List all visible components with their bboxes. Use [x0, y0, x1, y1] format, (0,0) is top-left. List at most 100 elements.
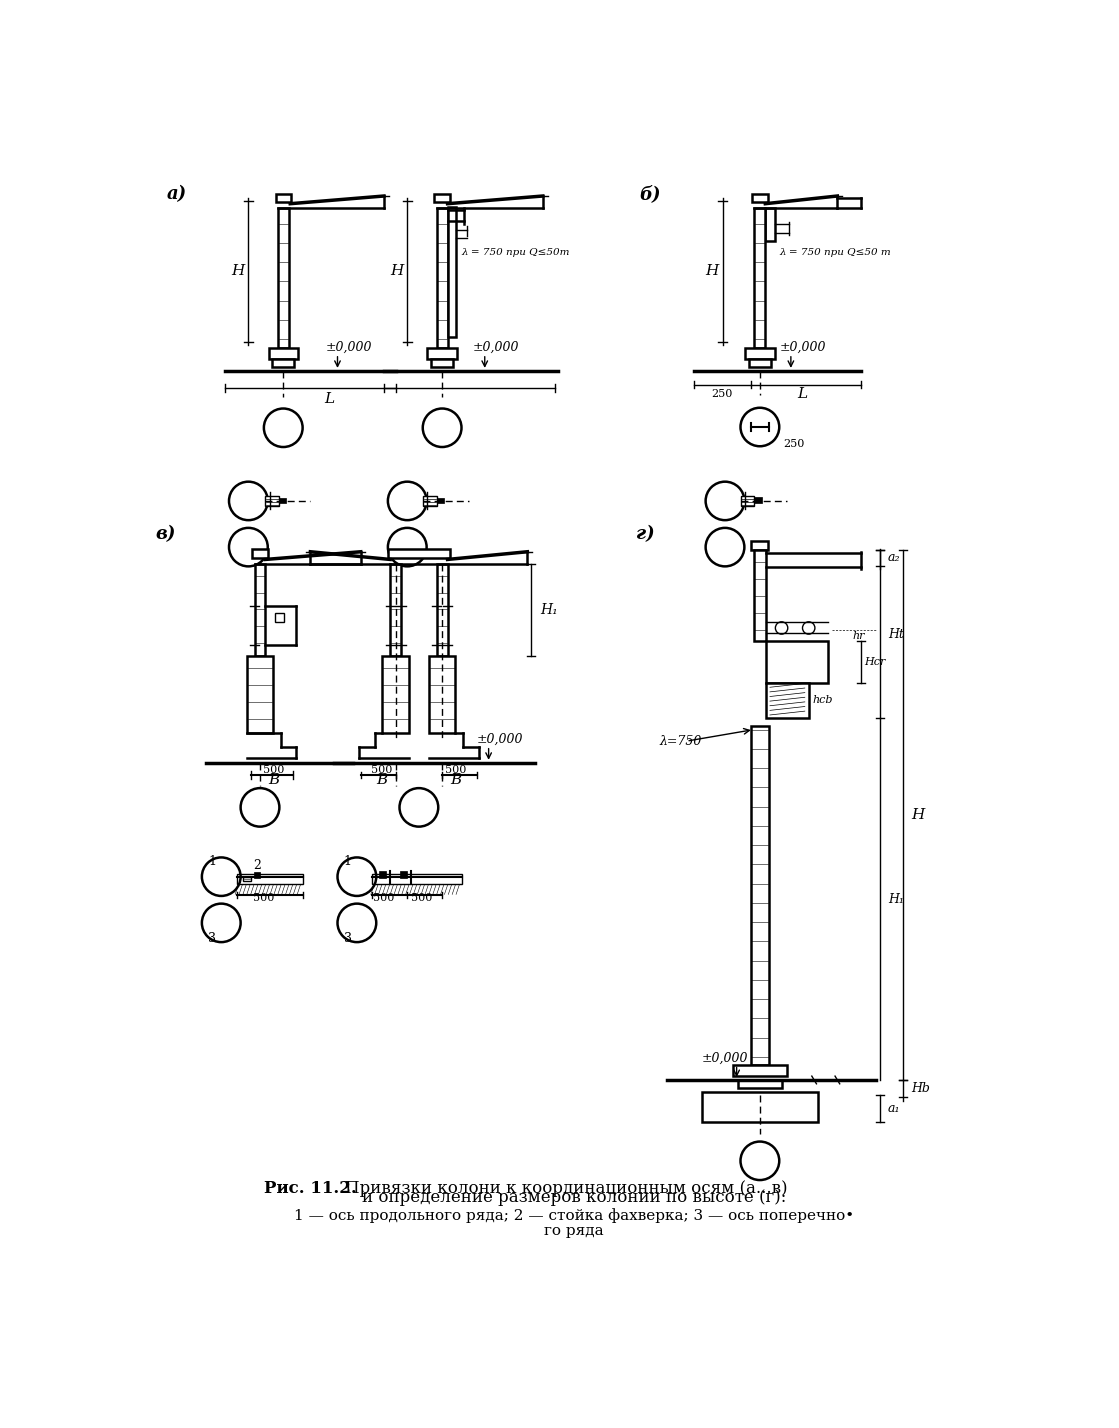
Bar	[423, 496, 436, 507]
Circle shape	[741, 408, 779, 446]
Text: го ряда: го ряда	[544, 1224, 603, 1238]
Text: и определение размеров колонии по высоте (г):: и определение размеров колонии по высоте…	[361, 1188, 786, 1205]
Bar	[247, 657, 273, 734]
Text: Ht: Ht	[887, 628, 904, 641]
Text: H: H	[705, 264, 718, 278]
Bar	[252, 548, 267, 558]
Circle shape	[706, 528, 744, 567]
Text: 500: 500	[263, 765, 284, 775]
Circle shape	[423, 408, 461, 447]
Text: B: B	[451, 773, 462, 787]
Bar	[436, 498, 443, 503]
Text: г): г)	[636, 526, 655, 544]
Text: a₂: a₂	[887, 551, 901, 564]
Text: 500: 500	[372, 765, 393, 775]
Text: L: L	[798, 387, 808, 401]
Bar	[751, 725, 769, 1064]
Circle shape	[229, 528, 267, 567]
Text: 500: 500	[411, 894, 432, 904]
Bar	[733, 1065, 787, 1077]
Text: в): в)	[156, 526, 176, 544]
Text: ±0,000: ±0,000	[326, 341, 373, 354]
Text: ±0,000: ±0,000	[779, 341, 826, 354]
Bar	[741, 496, 754, 507]
Circle shape	[802, 621, 815, 634]
Circle shape	[706, 481, 744, 520]
Circle shape	[264, 408, 302, 447]
Bar	[255, 564, 265, 657]
Circle shape	[201, 904, 241, 942]
Bar	[275, 613, 284, 621]
Bar	[237, 874, 302, 884]
Text: a₁: a₁	[887, 1102, 901, 1115]
Bar	[767, 684, 809, 718]
Bar	[765, 208, 774, 241]
Bar	[702, 1091, 818, 1122]
Text: ±0,000: ±0,000	[473, 341, 519, 354]
Bar	[427, 348, 457, 360]
Bar	[243, 877, 251, 881]
Text: λ = 750 при Q≤50т: λ = 750 при Q≤50т	[461, 248, 570, 257]
Circle shape	[229, 481, 267, 520]
Bar	[280, 498, 285, 503]
Text: 250: 250	[783, 438, 805, 448]
Bar	[767, 641, 828, 684]
Circle shape	[388, 481, 426, 520]
Text: B: B	[376, 773, 387, 787]
Circle shape	[388, 528, 426, 567]
Bar	[449, 207, 457, 337]
Text: 3: 3	[208, 932, 216, 945]
Text: 2: 2	[253, 860, 261, 873]
Bar	[269, 348, 298, 360]
Text: Hcr: Hcr	[865, 657, 886, 667]
Circle shape	[399, 788, 439, 827]
Bar	[754, 550, 767, 641]
Bar	[436, 208, 448, 348]
Bar	[383, 657, 408, 734]
Bar	[254, 873, 260, 878]
Bar	[739, 1080, 781, 1088]
Text: H: H	[911, 808, 924, 823]
Bar	[278, 208, 289, 348]
Circle shape	[775, 621, 788, 634]
Circle shape	[338, 857, 376, 895]
Text: H: H	[231, 264, 244, 278]
Bar	[749, 360, 771, 367]
Bar	[431, 360, 453, 367]
Bar	[275, 194, 291, 203]
Text: 3: 3	[344, 932, 351, 945]
Bar	[751, 541, 769, 550]
Text: H₁: H₁	[540, 603, 558, 617]
Text: ±0,000: ±0,000	[477, 733, 524, 745]
Text: 250: 250	[712, 388, 733, 398]
Text: ±0,000: ±0,000	[702, 1052, 749, 1065]
Text: Привязки колони к координационным осям (а...в): Привязки колони к координационным осям (…	[346, 1180, 788, 1197]
Circle shape	[201, 857, 241, 895]
Bar	[272, 360, 294, 367]
Text: Рис. 11.2.: Рис. 11.2.	[264, 1180, 357, 1197]
Circle shape	[241, 788, 280, 827]
Bar	[373, 874, 461, 884]
Text: B: B	[269, 773, 280, 787]
Bar	[754, 497, 762, 503]
Text: λ = 750 при Q≤50 т: λ = 750 при Q≤50 т	[779, 247, 891, 257]
Text: 500: 500	[445, 765, 467, 775]
Bar	[265, 496, 280, 507]
Bar	[378, 871, 386, 878]
Text: а): а)	[167, 186, 187, 203]
Text: 1: 1	[344, 855, 351, 868]
Bar	[388, 548, 450, 558]
Circle shape	[338, 904, 376, 942]
Text: 1 — ось продольного ряда; 2 — стойка фахверка; 3 — ось поперечно•: 1 — ось продольного ряда; 2 — стойка фах…	[294, 1208, 854, 1222]
Bar	[745, 348, 774, 360]
Text: hr: hr	[852, 631, 865, 641]
Bar	[429, 657, 455, 734]
Text: 500: 500	[253, 894, 274, 904]
Text: λ=750: λ=750	[659, 734, 702, 748]
Text: H: H	[389, 264, 403, 278]
Text: L: L	[325, 391, 335, 406]
Text: Hb: Hb	[911, 1082, 930, 1095]
Circle shape	[741, 1141, 779, 1180]
Bar	[752, 194, 768, 203]
Text: 1: 1	[208, 855, 216, 868]
